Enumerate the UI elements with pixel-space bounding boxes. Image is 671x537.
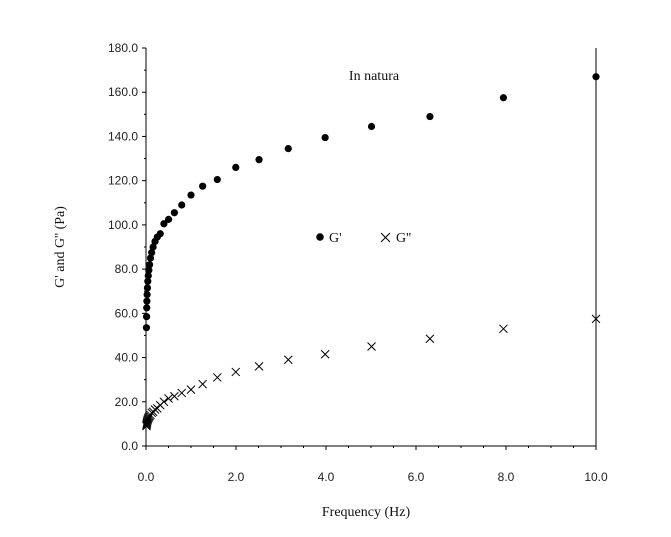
g-prime-point (232, 163, 240, 171)
y-axis-title: G' and G'' (Pa) (53, 206, 68, 288)
y-tick-label: 40.0 (115, 351, 139, 365)
y-tick-label: 100.0 (108, 218, 138, 232)
g-prime-point (426, 112, 434, 121)
g-prime-point (178, 201, 186, 209)
g-prime-point (321, 133, 329, 142)
g-prime-point (187, 191, 195, 199)
y-tick-label: 20.0 (115, 395, 139, 409)
x-axis-title: Frequency (Hz) (322, 505, 411, 520)
g-prime-point (170, 209, 178, 217)
g-prime-point (367, 122, 376, 131)
x-tick-label: 10.0 (584, 470, 608, 484)
legend-marker-g-double-prime (380, 232, 391, 243)
y-tick-label: 160.0 (108, 85, 138, 99)
g-double-prime-point (212, 373, 222, 382)
x-tick-label: 8.0 (498, 470, 515, 484)
g-prime-point (148, 248, 156, 257)
legend-label-g-prime: G' (329, 231, 342, 246)
y-tick-label: 140.0 (108, 129, 138, 143)
g-double-prime-point (283, 355, 293, 365)
plot-area (145, 48, 597, 447)
g-prime-point (160, 220, 168, 228)
legend: G' G'' (316, 231, 411, 246)
g-prime-point (592, 73, 600, 81)
g-prime-point (284, 145, 292, 153)
y-tick-label: 120.0 (108, 174, 138, 188)
g-double-prime-point (177, 388, 187, 398)
g-double-prime-point (499, 324, 508, 334)
g-double-prime-point (186, 385, 196, 394)
g-double-prime-point (425, 334, 435, 344)
g-double-prime-point (142, 417, 152, 427)
g-prime-point (145, 266, 153, 274)
g-double-prime-point (198, 379, 208, 389)
x-tick-label: 4.0 (318, 470, 335, 484)
y-tick-label: 180.0 (108, 41, 138, 55)
g-prime-point (142, 324, 151, 332)
g-prime-point (146, 254, 155, 262)
x-tick-label: 2.0 (228, 470, 245, 484)
g-double-prime-point (150, 405, 160, 414)
g-double-prime-point (254, 362, 264, 371)
g-double-prime-point (164, 394, 173, 403)
ticks (142, 47, 597, 450)
g-prime-point (199, 182, 207, 190)
y-tick-label: 0.0 (121, 439, 138, 453)
g-prime-point (213, 175, 221, 184)
g-prime-point (143, 284, 152, 292)
g-prime-point (143, 304, 151, 312)
g-prime-point (144, 277, 152, 285)
g-double-prime-point (231, 367, 241, 377)
x-tick-label: 6.0 (408, 470, 425, 484)
g-double-prime-point (170, 391, 179, 401)
g-prime-point (143, 297, 151, 305)
g-prime-point (143, 290, 151, 299)
g-prime-point (499, 94, 508, 102)
g-prime-point (142, 313, 151, 321)
g-prime-point (144, 272, 152, 280)
g-double-prime-point (591, 314, 601, 324)
y-tick-label: 80.0 (115, 262, 139, 276)
g-prime-point (145, 261, 154, 269)
g-double-prime-point (367, 342, 376, 351)
g-double-prime-point (159, 397, 169, 407)
g-prime-point (164, 215, 173, 223)
g-double-prime-point (320, 349, 330, 359)
legend-marker-g-prime (316, 233, 324, 241)
chart-annotation: In natura (349, 69, 400, 84)
g-prime-point (149, 243, 157, 251)
g-prime-point (156, 230, 164, 238)
x-tick-label: 0.0 (138, 470, 155, 484)
marks (142, 73, 601, 431)
y-tick-label: 60.0 (115, 306, 139, 320)
g-prime-point (255, 156, 263, 164)
tick-labels: 0.0 20.0 40.0 60.0 80.0 100.0 120.0 140.0 160.0 1… (108, 41, 608, 484)
legend-label-g-double-prime: G'' (396, 231, 411, 246)
